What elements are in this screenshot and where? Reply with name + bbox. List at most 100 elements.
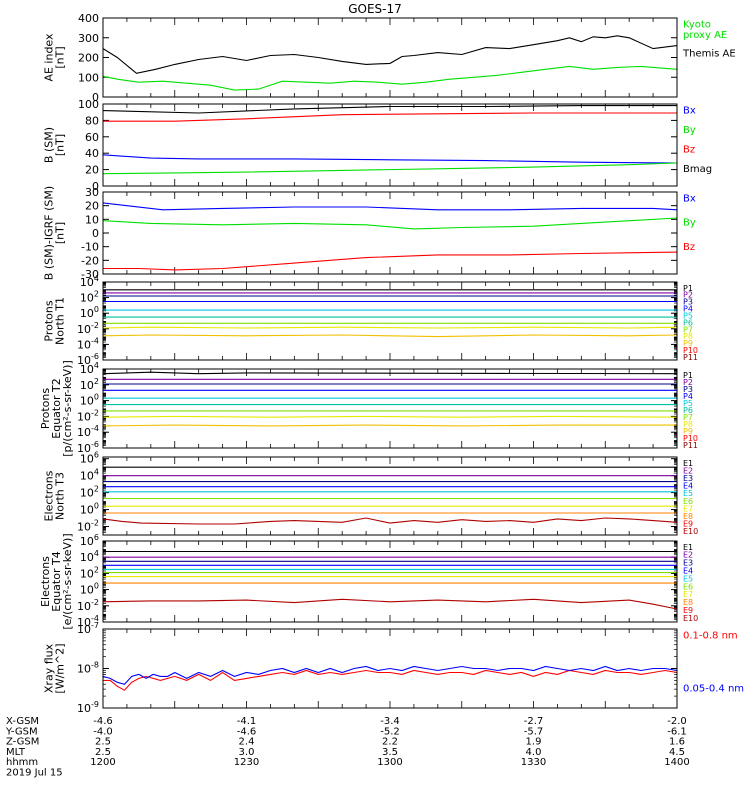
tick-exponent: 2 [94, 565, 99, 574]
tick-exponent: -2 [91, 408, 99, 417]
x-tick-value: 2.5 [95, 737, 111, 748]
legend-entry: E3 [683, 559, 693, 568]
legend-entry: Bz [683, 145, 695, 156]
legend-entry: E7 [683, 590, 693, 599]
series-line-by [103, 217, 677, 230]
tick-exponent: -4 [91, 336, 99, 345]
series-line-0-05-0-4-nm [103, 665, 677, 685]
tick-base: 10 [77, 354, 91, 367]
legend-entry: P7 [683, 413, 693, 422]
tick-base: 10 [77, 521, 91, 534]
y-tick-label: 200 [78, 52, 99, 65]
y-tick-label: 10-2 [77, 519, 99, 534]
legend-entry: P5 [683, 311, 693, 320]
legend-entry: Bmag [683, 164, 712, 175]
tick-base: 10 [77, 426, 91, 439]
y-axis-label: [p/(cm²-s-sr-keV)] [61, 360, 74, 457]
y-tick-label: 100 [80, 582, 99, 597]
series-line-e10 [103, 517, 677, 525]
y-tick-label: -30 [81, 268, 99, 281]
legend-entry: E9 [683, 606, 693, 615]
series-line-p9 [103, 334, 677, 338]
y-tick-label: 10-7 [77, 621, 99, 636]
y-tick-label: 102 [80, 290, 99, 305]
y-tick-label: -10 [81, 241, 99, 254]
tick-base: 10 [77, 323, 91, 336]
legend-entry: P11 [683, 441, 698, 450]
y-axis-label: [nT] [54, 46, 67, 68]
tick-base: 10 [80, 535, 94, 548]
legend-entry: E1 [683, 543, 693, 552]
tick-exponent: 2 [94, 290, 99, 299]
y-axis-label: B (SM) [43, 127, 56, 163]
y-tick-label: 104 [80, 274, 99, 289]
x-tick-value: 1200 [90, 757, 115, 768]
legend-entry: E2 [683, 551, 693, 560]
x-row-label: Y-GSM [5, 726, 38, 737]
legend-entry: E4 [683, 567, 693, 576]
legend-entry: P4 [683, 305, 693, 314]
legend-entry: E6 [683, 582, 693, 591]
y-tick-label: 100 [80, 393, 99, 408]
tick-exponent: 4 [94, 361, 99, 370]
tick-exponent: 6 [94, 451, 99, 460]
x-tick-value: 1230 [234, 757, 259, 768]
tick-base: 10 [80, 584, 94, 597]
y-tick-label: 10-4 [77, 614, 99, 629]
panel-frame [102, 456, 678, 536]
y-tick-label: 100 [78, 71, 99, 84]
tick-exponent: 0 [94, 393, 99, 402]
y-axis-label: Equator T2 [50, 378, 63, 438]
legend-entry: P2 [683, 378, 693, 387]
y-axis-label: [W/m^2] [54, 643, 67, 693]
legend-entry: P6 [683, 318, 693, 327]
y-axis-label: Protons [43, 300, 56, 341]
y-axis-label: [nT] [54, 222, 67, 244]
legend-entry: Themis AE [682, 48, 736, 59]
x-tick-value: 2.2 [382, 737, 398, 748]
tick-exponent: -2 [91, 598, 99, 607]
y-tick-label: 10-4 [77, 336, 99, 351]
y-tick-label: 10-8 [77, 661, 99, 676]
x-tick-value: -4.6 [237, 726, 257, 737]
panel-frame [102, 368, 678, 449]
legend-entry: By [683, 218, 696, 229]
x-tick-value: 1400 [664, 757, 689, 768]
x-tick-value: 4.5 [669, 747, 685, 758]
x-tick-value: -2.0 [667, 716, 687, 727]
y-tick-label: 0 [92, 91, 99, 104]
tick-base: 10 [80, 363, 94, 376]
y-axis-label: Electrons [39, 556, 52, 607]
panel-bsm: 0 20 40 60 80 100 B (SM)[nT] Bx By Bz Bmag [43, 98, 713, 193]
legend-entry: Bx [683, 106, 696, 117]
y-axis-label: [e/(cm²-s-sr-keV)] [61, 533, 74, 629]
tick-exponent: 4 [94, 468, 99, 477]
tick-base: 10 [77, 663, 91, 676]
tick-base: 10 [77, 410, 91, 423]
series-line-bx [103, 154, 677, 164]
legend-entry: E8 [683, 512, 693, 521]
legend-entry: P4 [683, 392, 693, 401]
legend-entry: P3 [683, 298, 693, 307]
x-tick-value: 3.5 [382, 747, 398, 758]
x-tick-value: 2.4 [239, 737, 255, 748]
y-tick-label: 10 [85, 213, 99, 226]
tick-base: 10 [80, 276, 94, 289]
tick-exponent: 0 [94, 502, 99, 511]
y-axis-label: North T1 [54, 297, 67, 345]
tick-exponent: -2 [91, 519, 99, 528]
y-tick-label: 100 [80, 305, 99, 320]
tick-base: 10 [80, 453, 94, 466]
legend-entry: E10 [683, 527, 698, 536]
series-line-bz [103, 112, 677, 122]
panel-frame [102, 628, 678, 709]
legend-entry: E1 [683, 459, 693, 468]
tick-base: 10 [80, 504, 94, 517]
x-tick-value: 3.0 [239, 747, 255, 758]
legend-entry: 0.05-0.4 nm [683, 683, 744, 694]
